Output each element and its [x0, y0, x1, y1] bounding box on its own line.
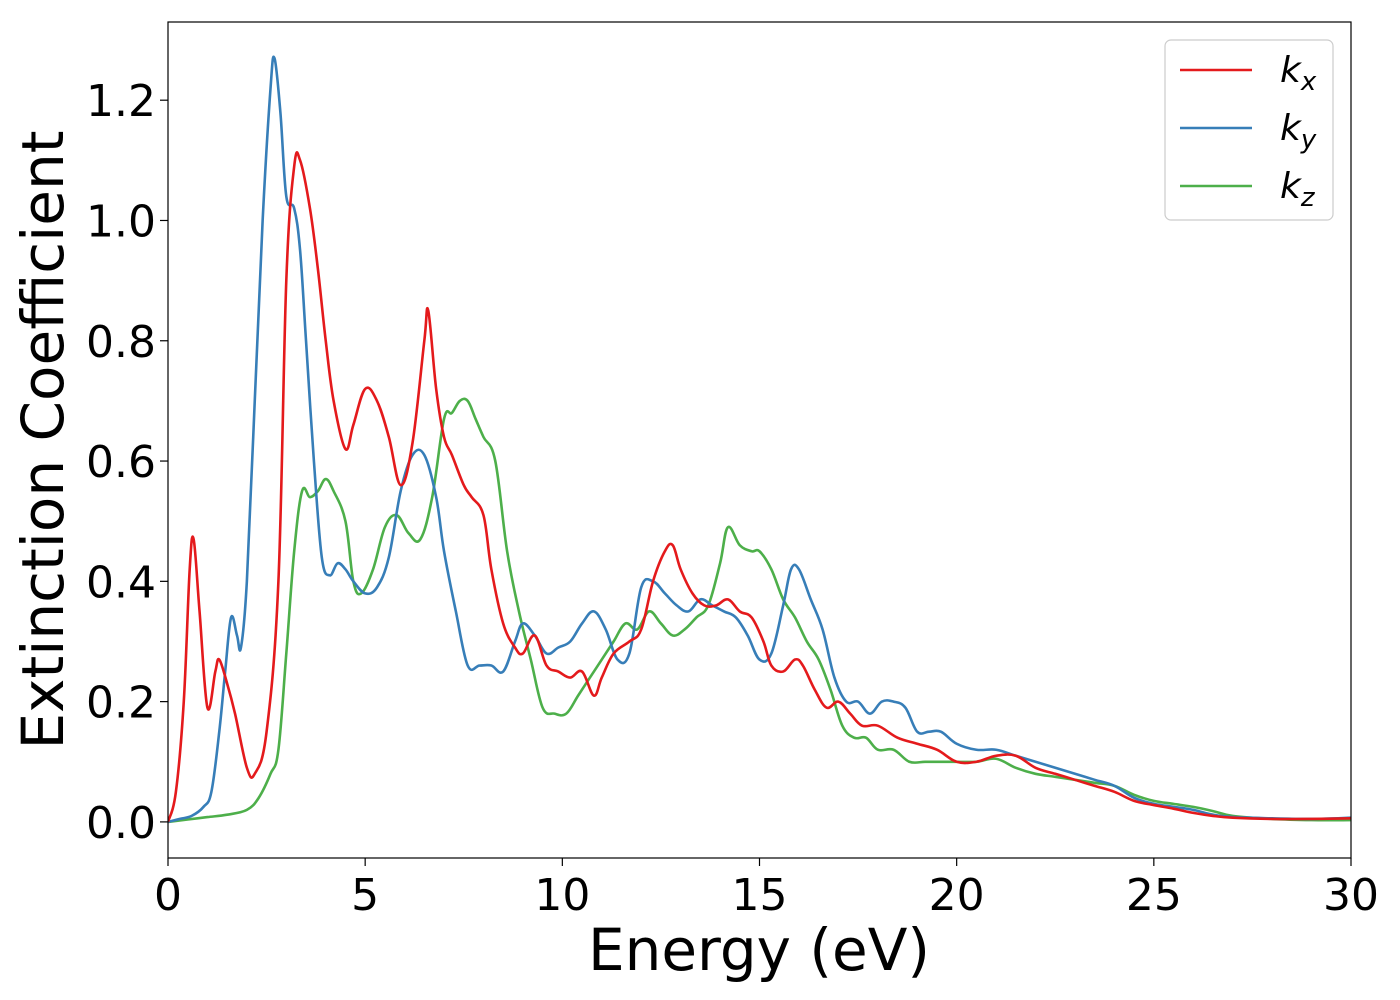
- x-tick-label: 20: [929, 870, 985, 921]
- x-tick-label: 15: [732, 870, 788, 921]
- legend-label-subscript: z: [1300, 183, 1316, 213]
- y-tick-label: 0.6: [86, 437, 156, 488]
- legend-label-z: kz: [1280, 166, 1316, 213]
- legend-label-y: ky: [1280, 108, 1317, 155]
- y-tick-label: 0.4: [86, 557, 156, 608]
- x-tick-label: 30: [1323, 870, 1379, 921]
- x-axis: 0 5 10 15 20 25 30: [154, 858, 1379, 921]
- y-tick-label: 1.0: [86, 196, 156, 247]
- legend-label-subscript: y: [1300, 125, 1317, 155]
- legend-label-base: k: [1280, 108, 1303, 149]
- y-axis: 0.0 0.2 0.4 0.6 0.8 1.0 1.2: [86, 76, 168, 849]
- series-layer: [168, 55, 1351, 824]
- legend-label-subscript: x: [1300, 67, 1317, 97]
- legend-label-base: k: [1280, 166, 1303, 207]
- x-axis-label: Energy (eV): [588, 916, 930, 984]
- y-tick-label: 0.8: [86, 317, 156, 368]
- x-tick-label: 0: [154, 870, 182, 921]
- x-tick-label: 5: [351, 870, 379, 921]
- series-line-y: [168, 55, 1351, 824]
- y-tick-label: 0.2: [86, 678, 156, 729]
- y-axis-label: Extinction Coefficient: [9, 131, 77, 750]
- legend-label-base: k: [1280, 50, 1303, 91]
- series-line-x: [168, 151, 1351, 823]
- y-tick-label: 1.2: [86, 76, 156, 127]
- legend-box: [1164, 39, 1334, 221]
- legend-label-x: kx: [1280, 50, 1317, 97]
- x-tick-label: 10: [534, 870, 590, 921]
- series-line-z: [168, 397, 1351, 824]
- y-tick-label: 0.0: [86, 798, 156, 849]
- x-tick-label: 25: [1126, 870, 1182, 921]
